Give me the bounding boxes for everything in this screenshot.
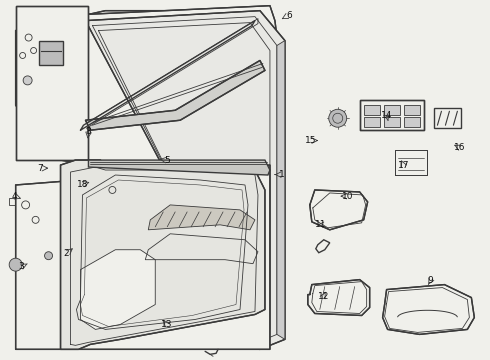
Polygon shape	[89, 160, 270, 175]
Text: 17: 17	[398, 161, 410, 170]
Text: 12: 12	[318, 292, 329, 301]
Circle shape	[9, 258, 22, 271]
Text: 2: 2	[64, 249, 70, 258]
Text: 7: 7	[37, 164, 43, 173]
Polygon shape	[308, 280, 369, 315]
Bar	[384, 117, 399, 127]
Polygon shape	[85, 60, 265, 130]
Text: 9: 9	[428, 276, 434, 285]
Text: 11: 11	[315, 220, 326, 229]
Text: 16: 16	[454, 143, 466, 152]
Polygon shape	[394, 150, 427, 175]
Bar	[404, 117, 419, 127]
Text: 10: 10	[342, 192, 353, 201]
Text: 1: 1	[279, 170, 285, 179]
Polygon shape	[85, 11, 285, 349]
Text: 6: 6	[286, 10, 292, 19]
Circle shape	[45, 252, 52, 260]
Bar	[364, 105, 380, 115]
Polygon shape	[148, 205, 255, 230]
Text: 8: 8	[86, 127, 92, 136]
Polygon shape	[61, 6, 280, 165]
Polygon shape	[39, 41, 63, 66]
Bar	[384, 105, 399, 115]
Polygon shape	[435, 108, 462, 128]
Polygon shape	[16, 11, 280, 160]
Text: 3: 3	[18, 262, 24, 271]
Text: 5: 5	[164, 156, 170, 165]
Polygon shape	[310, 190, 368, 230]
Text: 13: 13	[161, 320, 172, 329]
Text: 4: 4	[12, 192, 17, 201]
Text: 14: 14	[381, 111, 392, 120]
Text: 15: 15	[305, 136, 317, 145]
Circle shape	[329, 109, 347, 127]
Polygon shape	[360, 100, 424, 130]
Polygon shape	[277, 41, 285, 339]
Polygon shape	[16, 6, 89, 160]
Polygon shape	[258, 265, 265, 275]
Polygon shape	[383, 285, 474, 334]
Polygon shape	[61, 160, 265, 349]
Circle shape	[23, 76, 32, 85]
Polygon shape	[16, 165, 270, 349]
Polygon shape	[80, 250, 155, 329]
Text: 18: 18	[77, 180, 89, 189]
Bar	[364, 117, 380, 127]
Bar	[404, 105, 419, 115]
